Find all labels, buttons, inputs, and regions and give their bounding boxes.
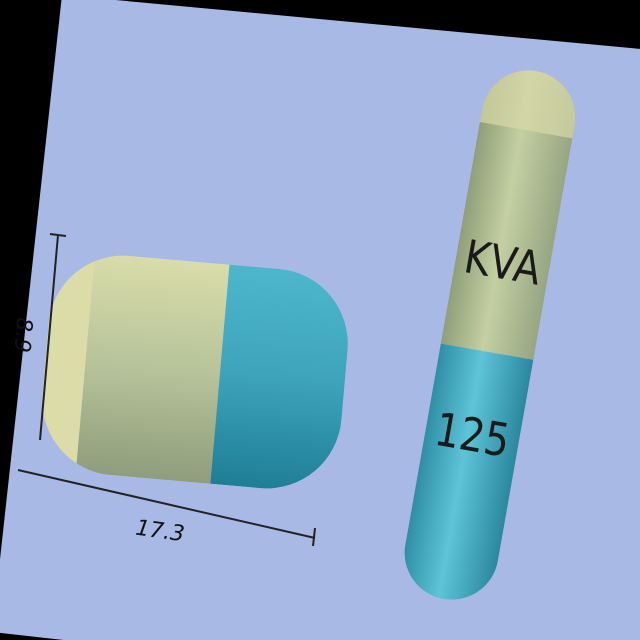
- capsule-horizontal: [35, 249, 355, 495]
- imprint-bottom: 125: [431, 403, 514, 469]
- dimension-width: 8.9: [9, 233, 67, 441]
- imprint-top: KVA: [460, 230, 545, 296]
- width-label: 8.9: [9, 317, 37, 354]
- capsule-vertical: KVA 125: [397, 62, 583, 608]
